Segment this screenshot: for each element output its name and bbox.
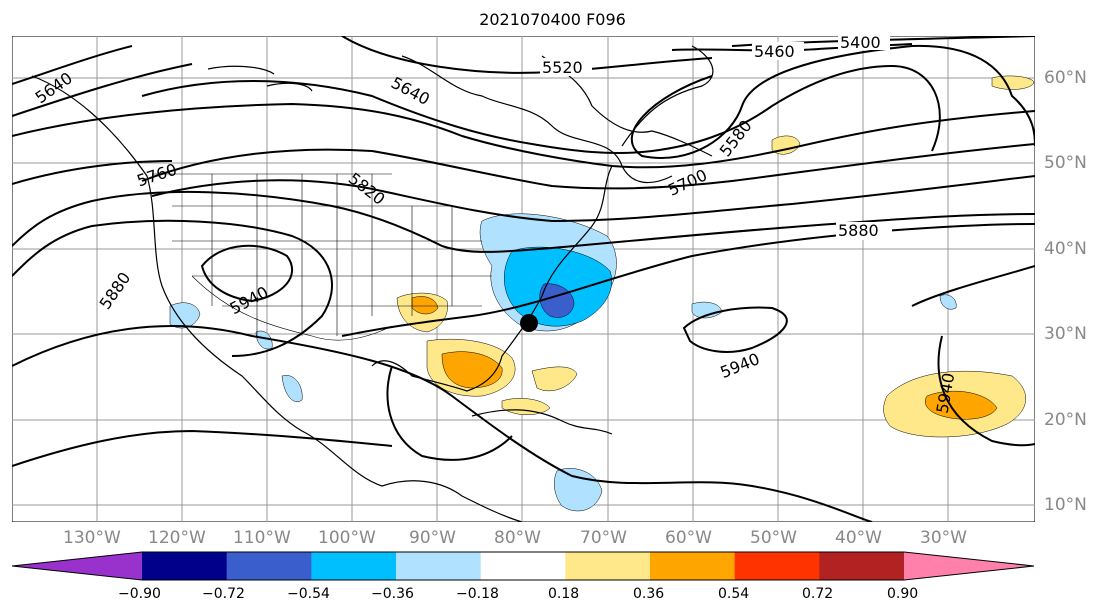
lon-label: 50°W [750,528,797,548]
colorbar-cell [480,552,566,580]
contour-south [12,325,873,522]
contour-5580 [12,45,941,154]
coastlines [31,45,714,522]
colorbar-tick-label: 0.72 [802,586,834,602]
colorbar-extend-high [904,552,1034,580]
colorbar-cell [819,552,905,580]
lon-label: 60°W [665,528,712,548]
contour-5520-loop [630,44,1035,159]
anomaly-shading [169,75,1035,512]
lat-label: 20°N [1044,410,1087,430]
map-title: 2021070400 F096 [479,10,626,29]
colorbar-tick-label: −0.90 [118,586,161,602]
colorbar-cell [565,552,651,580]
anomaly-yellow-labrador [771,135,801,155]
lon-label: 30°W [920,528,967,548]
colorbar-cell [311,552,397,580]
colorbar-cell [650,552,736,580]
colorbar-cell [226,552,312,580]
contour-5940-east [682,306,788,353]
colorbar-tick-label: 0.54 [718,586,750,602]
anomaly-blue-pacific [169,302,201,329]
contour-label-5400: 5400 [840,36,881,52]
contour-label-5520: 5520 [542,58,583,77]
colorbar-tick-label: −0.36 [371,586,414,602]
colorbar-cell [142,552,228,580]
contour-5940-atlantic [911,265,1035,307]
lon-label: 70°W [580,528,627,548]
lat-label: 10°N [1044,495,1087,515]
colorbar-outline [11,551,1035,581]
contour-5880 [12,219,1035,357]
contour-5760 [12,160,1035,223]
contour-gulf-loop [386,365,513,461]
colorbar-tick-label: −0.18 [456,586,499,602]
contour-south-2 [12,429,393,467]
contour-5640 [12,63,1035,169]
lon-label: 120°W [148,528,206,548]
anomaly-blue-azores [939,294,957,310]
lat-label: 30°N [1044,324,1087,344]
lat-label: 60°N [1044,68,1087,88]
colorbar-tick-label: −0.72 [202,586,245,602]
anomaly-orange-atlantic [925,390,998,420]
lon-label: 40°W [835,528,882,548]
lon-label: 100°W [318,528,376,548]
contour-5940-tail [937,335,1035,447]
colorbar-extend-low [12,552,142,580]
cyclone-center-marker [520,314,538,332]
lon-label: 90°W [409,528,456,548]
lat-label: 50°N [1044,153,1087,173]
anomaly-blue-mexico [281,375,303,402]
lon-label: 80°W [494,528,541,548]
colorbar-tick-label: 0.18 [548,586,580,602]
anomaly-orange-texas [411,296,439,315]
colorbar-cell [396,552,482,580]
contour-label-5460: 5460 [754,42,795,61]
contour-5940-west [200,244,293,303]
anomaly-yellow-caribbean [531,366,578,392]
colorbar [11,551,1035,581]
anomaly-yellow-greenland [991,75,1035,90]
colorbar-tick-label: 0.90 [887,586,919,602]
anomaly-orange-gulf [441,351,503,389]
colorbar-tick-label: 0.36 [633,586,665,602]
contour-5700 [141,143,1035,190]
map-panel: 5400 5460 5520 5580 5640 5640 5700 5760 … [12,36,1035,522]
lat-label: 40°N [1044,239,1087,259]
colorbar-cell [734,552,820,580]
lon-label: 130°W [63,528,121,548]
lon-label: 110°W [233,528,291,548]
colorbar-tick-label: −0.54 [287,586,330,602]
anomaly-yellow-cuba [501,398,551,415]
contour-label-5880-east: 5880 [838,221,879,240]
